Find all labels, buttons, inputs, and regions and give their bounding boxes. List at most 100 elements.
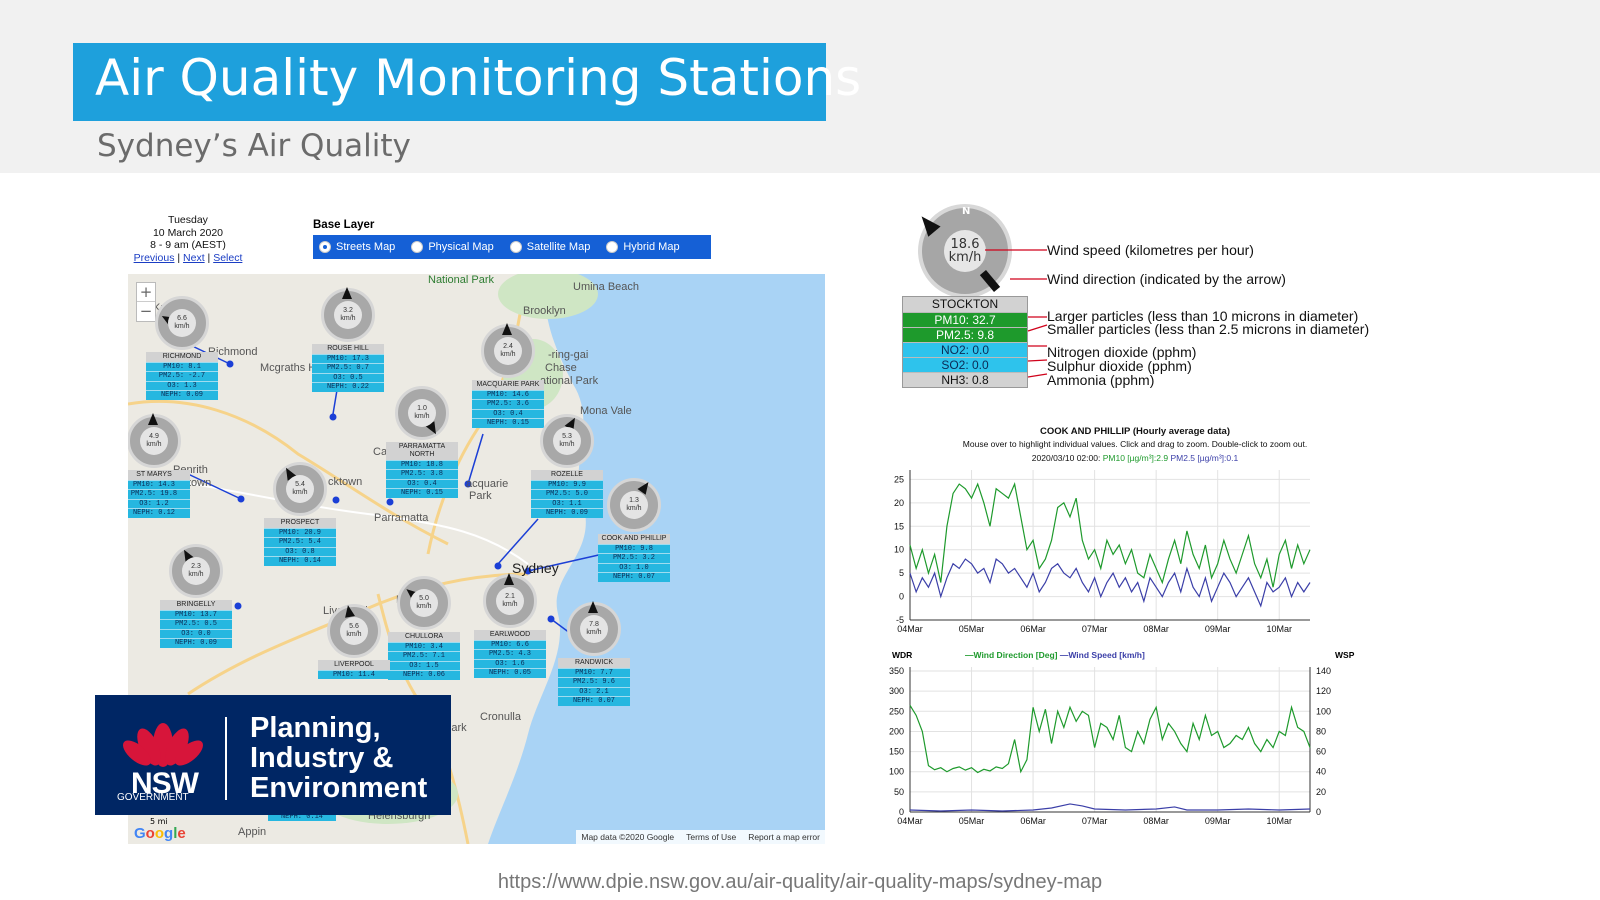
wind-speed-unit: km/h [346,631,362,638]
station-reading: NEPH: 0.15 [472,418,544,428]
wind-speed-unit: km/h [414,413,430,420]
map-data-credit: Map data ©2020 Google [581,832,675,842]
radio-selected-icon[interactable] [319,241,331,253]
radio-streets-map[interactable]: Streets Map [319,241,395,253]
station-marker[interactable]: 2.4 km/h MACQUARIE PARK PM10: 14.6 PM2.5:… [472,323,544,428]
x-tick-label: 05Mar [959,816,985,826]
map-label: Mona Vale [580,405,632,417]
station-marker[interactable]: 1.0 km/h PARRAMATTA NORTH PM10: 18.8 PM2.… [386,386,458,498]
report-error-link[interactable]: Report a map error [748,832,820,842]
station-reading: PM10: 13.7 [160,610,232,620]
y-tick-label: 5 [899,568,904,578]
station-name: COOK AND PHILLIP [598,534,670,544]
chart-readout: 2020/03/10 02:00: PM10 [µg/m³]:2.9 PM2.5… [895,453,1375,463]
wind-speed: 2.4 km/h [494,337,522,365]
station-reading: O3: 0.5 [312,372,384,383]
station-marker[interactable]: 2.1 km/h EARLWOOD PM10: 6.6 PM2.5: 4.3 O3… [474,573,546,678]
radio-satellite-map[interactable]: Satellite Map [509,241,590,253]
station-reading: NEPH: 0.07 [598,572,670,582]
station-reading: PM2.5: 4.3 [474,649,546,659]
radio-icon[interactable] [411,241,424,253]
y-tick-label: 350 [889,666,904,676]
readout-pm25: PM2.5 [µg/m³]:0.1 [1170,453,1239,463]
station-reading: PM10: 9.9 [531,480,603,490]
source-url[interactable]: https://www.dpie.nsw.gov.au/air-quality/… [497,871,1103,893]
zoom-in-button[interactable]: + [137,283,155,302]
station-reading: PM10: 17.3 [312,354,384,364]
radio-icon[interactable] [606,241,619,253]
map-label: Cronulla [480,711,521,723]
station-marker[interactable]: 4.9 km/h ST MARYS PM10: 14.3 PM2.5: 19.8 … [128,413,190,518]
wind-speed: 7.8 km/h [580,615,608,643]
legend-speed-unit: km/h [948,250,982,265]
wind-speed-value: 6.6 [177,315,187,322]
station-marker[interactable]: 7.8 km/h RANDWICK PM10: 7.7 PM2.5: 9.6 O3… [558,601,630,706]
map-label: cktown [328,476,363,488]
wind-gauge-icon: 5.0 km/h [397,576,451,630]
x-tick-label: 08Mar [1143,624,1169,634]
map-label: Umina Beach [573,281,640,293]
next-link[interactable]: Next [183,251,205,264]
logo-divider [225,717,227,800]
map-label: ational Park [540,375,599,387]
station-marker[interactable]: 5.3 km/h ROZELLE PM10: 9.9 PM2.5: 5.0 O3:… [531,414,603,518]
x-tick-label: 04Mar [897,624,923,634]
wind-speed-value: 7.8 [589,621,599,628]
sydney-map[interactable]: National Park Umina Beach Brooklyn Kurra… [128,274,825,844]
wind-gauge-icon: 5.3 km/h [540,414,594,468]
base-layer-radio-group: Streets Map Physical Map Satellite Map H… [313,235,711,259]
y-tick-label: 20 [894,498,904,508]
map-scale: 5 mi [150,817,168,826]
y-right-tick-label: 40 [1316,767,1326,777]
station-marker[interactable]: 3.2 km/h ROUSE HILL PM10: 17.3 PM2.5: 0.7… [312,287,384,392]
radio-icon[interactable] [509,241,522,253]
wind-speed-unit: km/h [292,489,308,496]
y-tick-label: 15 [894,521,904,531]
title-box: Air Quality Monitoring Stations [73,43,861,121]
select-link[interactable]: Select [213,251,243,264]
wind-chart[interactable]: 3503002502001501005001401201008060402000… [880,662,1360,842]
wind-speed-unit: km/h [500,351,516,358]
station-reading: PM2.5: 5.0 [531,489,603,499]
map-label: Brooklyn [523,305,566,317]
station-reading: PM10: 6.6 [474,640,546,650]
x-tick-label: 04Mar [897,816,923,826]
station-reading: O3: 0.8 [264,546,336,557]
station-marker[interactable]: 1.3 km/h COOK AND PHILLIP PM10: 9.8 PM2.5… [598,478,670,582]
y-tick-label: 0 [899,807,904,817]
radio-physical-map[interactable]: Physical Map [411,241,494,253]
wind-gauge-icon: 6.6 km/h [155,296,209,350]
wind-speed-value: 4.9 [149,433,159,440]
wind-speed: 4.9 km/h [140,427,168,455]
station-name: PARRAMATTA NORTH [386,442,458,460]
station-marker[interactable]: 5.6 km/h LIVERPOOL PM10: 11.4 [318,604,390,680]
radio-hybrid-map[interactable]: Hybrid Map [606,241,680,253]
station-name: RICHMOND [146,352,218,362]
y-tick-label: 25 [894,474,904,484]
slide-title: Air Quality Monitoring Stations [95,49,862,107]
station-marker[interactable]: 2.3 km/h BRINGELLY PM10: 13.7 PM2.5: 0.5 … [160,544,232,648]
station-name: RANDWICK [558,658,630,668]
terms-link[interactable]: Terms of Use [686,832,737,842]
wind-speed-unit: km/h [146,441,162,448]
previous-link[interactable]: Previous [133,251,175,264]
map-label: Parramatta [374,512,429,524]
wind-speed-unit: km/h [586,629,602,636]
waratah-icon [122,723,204,767]
department-name: Planning, Industry & Environment [250,713,427,803]
x-tick-label: 10Mar [1266,816,1292,826]
station-marker[interactable]: 6.6 km/h RICHMOND PM10: 8.1 PM2.5: -2.7 O… [146,296,218,400]
wind-speed: 1.3 km/h [620,491,648,519]
station-reading: NEPH: 0.09 [160,638,232,648]
wind-speed-value: 1.3 [629,497,639,504]
map-zoom-control: + − [136,282,156,322]
station-name: BRINGELLY [160,600,232,610]
y-tick-label: 50 [894,787,904,797]
zoom-out-button[interactable]: − [139,302,153,320]
map-label: Sydney [512,560,559,576]
legend-speed-value: 18.6 [950,237,980,252]
station-marker[interactable]: 5.0 km/h CHULLORA PM10: 3.4 PM2.5: 7.1 O3… [388,576,460,680]
station-marker[interactable]: 5.4 km/h PROSPECT PM10: 20.9 PM2.5: 5.4 O… [264,462,336,566]
station-reading: PM10: 11.4 [318,670,390,680]
